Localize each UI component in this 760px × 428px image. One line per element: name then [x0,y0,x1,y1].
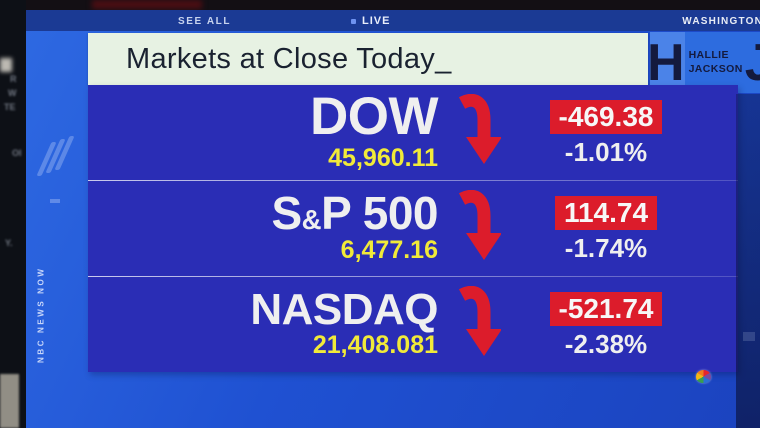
host-first-name: HALLIE [688,49,729,62]
index-name: S&P 500 [271,186,438,239]
index-last-value: 45,960.11 [328,143,438,172]
studio-background: R W TE OI Y. [0,0,26,428]
reflection-chip [743,332,755,341]
market-row-sp500: S&P 500 6,477.16 114.74 -1.74% [88,181,738,276]
change-percent: -1.01% [564,137,648,168]
index-last-value: 21,408.081 [312,331,438,360]
peacock-watermark-icon [36,136,75,182]
markets-panel: DOW 45,960.11 -469.38 -1.01% [88,85,738,372]
logo-h-cell: H [650,32,685,93]
blurred-text-fragment: TE [4,102,16,112]
blurred-text-fragment: Y. [5,238,13,248]
tv-screen: SEE ALL LIVE WASHINGTON Markets at Close… [26,10,760,428]
down-arrow-icon [458,189,501,260]
live-dot-icon [351,19,356,24]
market-row-nasdaq: NASDAQ 21,408.081 -521.74 -2.38% [88,277,738,372]
wall-corner [0,374,19,428]
logo-monogram-h: H [650,33,685,92]
index-name: NASDAQ [250,284,438,334]
screen-right-shadow [736,94,760,428]
row-divider [88,180,738,181]
show-logo: H HALLIE JACKSON J [650,32,760,93]
live-label: LIVE [362,15,391,27]
host-name: HALLIE JACKSON [689,49,743,75]
ticker-top-bar: SEE ALL LIVE WASHINGTON [26,10,760,31]
change-value-badge: -469.38 [549,99,663,135]
logo-monogram-j: J [744,33,760,92]
host-last-name: JACKSON [688,62,743,75]
studio-light-glow [0,58,12,72]
location-label: WASHINGTON [682,16,760,27]
change-value-badge: -521.74 [549,291,663,327]
down-arrow-icon [458,285,501,356]
down-arrow-icon [458,93,501,164]
change-percent: -2.38% [564,329,648,360]
see-all-label: SEE ALL [178,16,232,27]
nbc-peacock-icon [696,370,711,383]
studio-red-light [92,0,202,9]
network-brand-label: NBC NEWS NOW [36,266,46,364]
blurred-text-fragment: OI [12,148,22,158]
live-badge: LIVE [351,15,391,27]
row-divider [88,276,738,277]
index-name: DOW [309,87,439,147]
index-last-value: 6,477.16 [340,236,438,265]
network-side-rail: NBC NEWS NOW [26,31,88,428]
change-percent: -1.74% [564,233,648,264]
market-row-dow: DOW 45,960.11 -469.38 -1.01% [88,85,738,180]
blurred-text-fragment: R [10,74,17,84]
blurred-text-fragment: W [8,88,17,98]
change-value-badge: 114.74 [554,195,658,231]
headline-bar: Markets at Close Today_ [88,33,648,85]
page-title: Markets at Close Today_ [126,42,452,75]
watermark-dash [50,199,60,203]
